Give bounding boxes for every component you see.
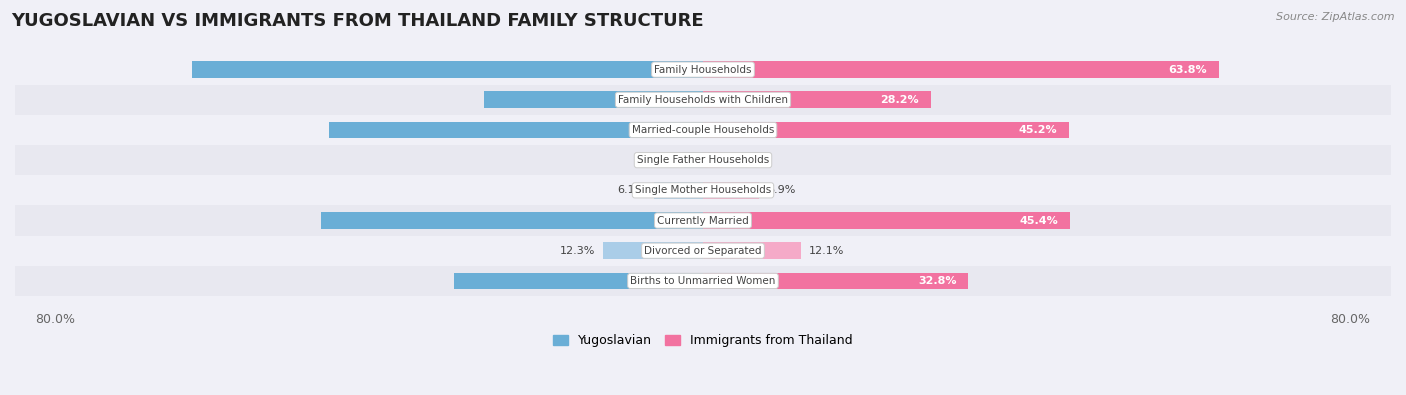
Bar [15,145,1391,175]
Text: Married-couple Households: Married-couple Households [631,125,775,135]
Text: 12.3%: 12.3% [560,246,595,256]
Text: Source: ZipAtlas.com: Source: ZipAtlas.com [1277,12,1395,22]
Bar [15,205,1391,236]
Bar [15,175,1391,205]
Bar [15,236,1391,266]
Bar [703,61,1219,78]
Bar [485,92,703,108]
Legend: Yugoslavian, Immigrants from Thailand: Yugoslavian, Immigrants from Thailand [548,329,858,352]
Bar [15,115,1391,145]
Text: YUGOSLAVIAN VS IMMIGRANTS FROM THAILAND FAMILY STRUCTURE: YUGOSLAVIAN VS IMMIGRANTS FROM THAILAND … [11,12,704,30]
Text: Family Households: Family Households [654,65,752,75]
Text: Single Father Households: Single Father Households [637,155,769,165]
Bar [654,182,703,199]
Text: Single Mother Households: Single Mother Households [636,185,770,196]
Text: 45.4%: 45.4% [1019,216,1059,226]
Bar [685,152,703,168]
Bar [703,92,931,108]
Bar [193,61,703,78]
Bar [15,266,1391,296]
Bar [703,212,1070,229]
Text: 27.0%: 27.0% [690,95,730,105]
Bar [703,273,969,289]
Bar [703,122,1069,138]
Text: 6.1%: 6.1% [617,185,645,196]
Text: 30.8%: 30.8% [690,276,730,286]
Text: 28.2%: 28.2% [880,95,920,105]
Text: Divorced or Separated: Divorced or Separated [644,246,762,256]
Text: 46.2%: 46.2% [690,125,730,135]
Bar [603,243,703,259]
Bar [321,212,703,229]
Text: 2.3%: 2.3% [648,155,676,165]
Text: 2.5%: 2.5% [731,155,759,165]
Text: 47.2%: 47.2% [690,216,730,226]
Text: 45.2%: 45.2% [1018,125,1057,135]
Text: Family Households with Children: Family Households with Children [619,95,787,105]
Text: 32.8%: 32.8% [918,276,956,286]
Bar [15,85,1391,115]
Text: 63.1%: 63.1% [690,65,730,75]
Bar [15,55,1391,85]
Text: 12.1%: 12.1% [808,246,845,256]
Bar [703,182,759,199]
Bar [329,122,703,138]
Bar [454,273,703,289]
Bar [703,243,801,259]
Text: 63.8%: 63.8% [1168,65,1208,75]
Text: Currently Married: Currently Married [657,216,749,226]
Bar [703,152,723,168]
Text: 6.9%: 6.9% [766,185,796,196]
Text: Births to Unmarried Women: Births to Unmarried Women [630,276,776,286]
